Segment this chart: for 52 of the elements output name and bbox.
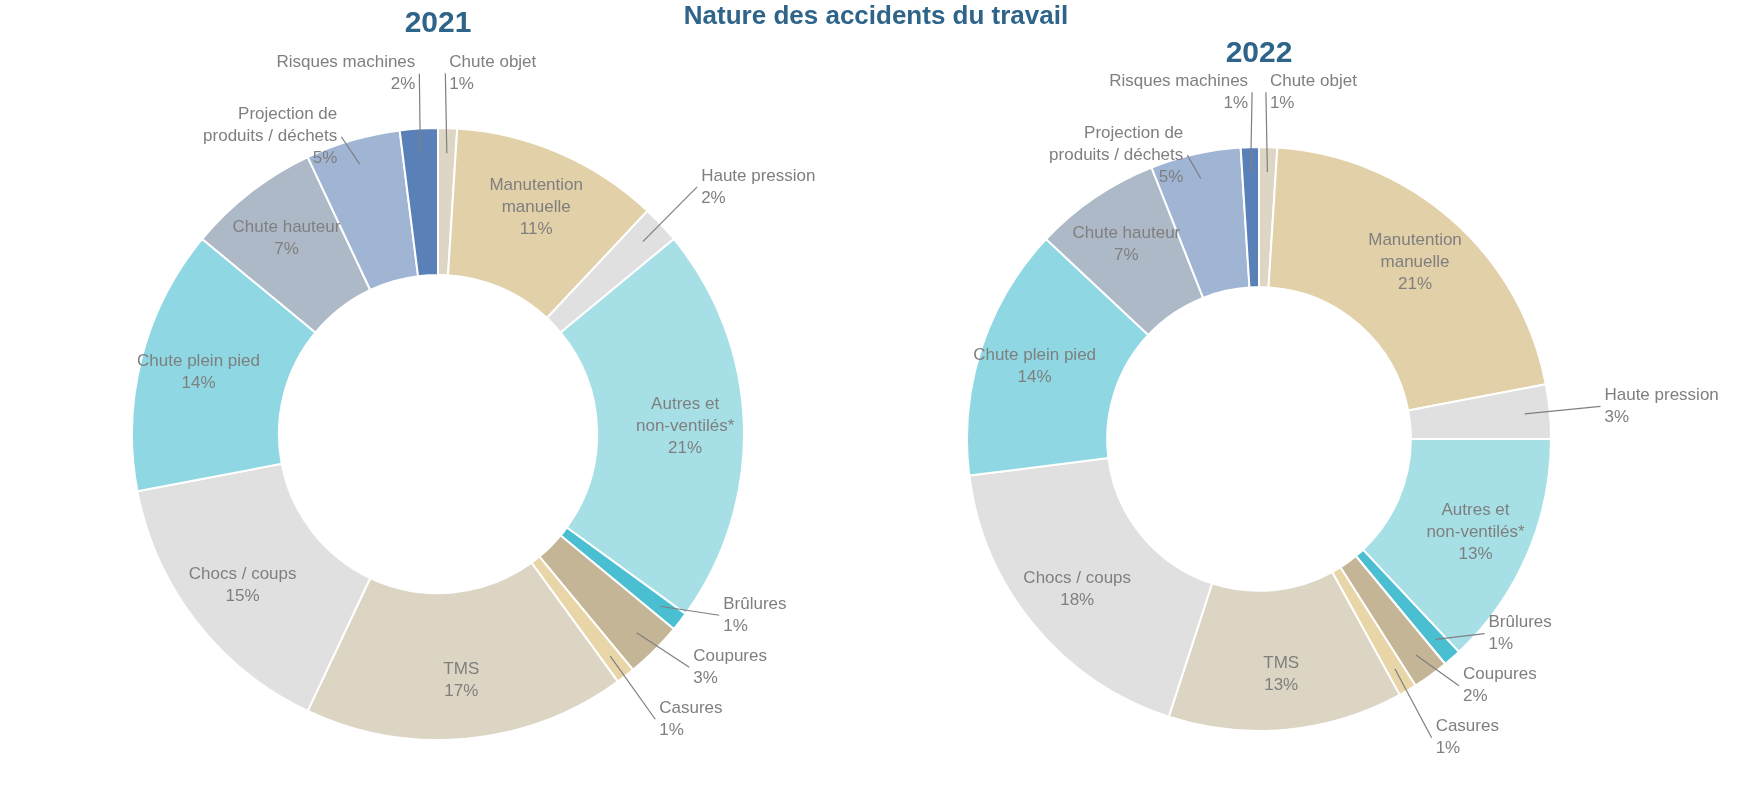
slice-label: TMS — [1263, 652, 1300, 672]
data-label: 2% — [390, 74, 416, 94]
data-label: 7% — [1114, 244, 1139, 264]
slice-label: Chute objet — [449, 51, 537, 71]
slice-label: Coupures — [1462, 664, 1537, 684]
data-label: 5% — [1158, 166, 1184, 186]
data-label: 3% — [693, 667, 718, 687]
slice-label: Projection de produits / déchets — [203, 104, 338, 146]
slice-label: Chocs / coups — [188, 564, 297, 584]
data-label: 18% — [1060, 590, 1095, 610]
slice-label: Projection de produits / déchets — [1049, 122, 1184, 164]
slice-label: Casures — [1435, 716, 1499, 736]
slice-label: Chocs / coups — [1023, 568, 1132, 588]
slice-label: Autres et non-ventilés* — [635, 393, 735, 435]
slice-label: TMS — [443, 658, 480, 678]
data-label: 1% — [659, 719, 684, 739]
slice-label: Risques machines — [1109, 70, 1249, 90]
data-label: 14% — [181, 373, 216, 393]
chart-title: 2022 — [1225, 35, 1293, 69]
slice-label: Manutention manuelle — [1368, 229, 1462, 271]
data-label: 13% — [1264, 674, 1299, 694]
data-label: 21% — [1398, 273, 1433, 293]
slice-label: Brûlures — [1488, 612, 1552, 632]
data-label: 7% — [274, 239, 299, 259]
slice-label: Haute pression — [1604, 385, 1719, 405]
data-label: 1% — [1435, 738, 1461, 758]
slice-label: Chute objet — [1269, 70, 1358, 90]
data-label: 2% — [1462, 686, 1488, 706]
data-label: 1% — [1223, 92, 1249, 112]
data-label: 1% — [723, 615, 748, 635]
slice-label: Casures — [659, 697, 723, 717]
slice-label: Brûlures — [723, 593, 787, 613]
data-label: 13% — [1458, 544, 1493, 564]
data-label: 14% — [1017, 366, 1052, 386]
slice-label: Risques machines — [276, 52, 416, 72]
data-label: 5% — [312, 148, 338, 168]
data-label: 1% — [449, 73, 474, 93]
data-label: 1% — [1488, 634, 1514, 654]
slice-label: Haute pression — [701, 165, 816, 185]
data-label: 2% — [701, 187, 726, 207]
slice-label: Manutention manuelle — [489, 174, 583, 216]
data-label: 15% — [225, 586, 260, 606]
data-label: 21% — [668, 437, 703, 457]
chart-subtitle: 2021 — [404, 5, 472, 39]
text: Nature des accidents du travail — [683, 0, 1069, 30]
slice-label: Chute hauteur — [232, 217, 341, 237]
data-label: 11% — [519, 218, 553, 238]
slice-label: Autres et non-ventilés* — [1426, 500, 1526, 542]
data-label: 1% — [1269, 92, 1295, 112]
data-label: 3% — [1604, 407, 1630, 427]
slice-label: Coupures — [693, 645, 767, 665]
data-label: 17% — [444, 680, 479, 700]
